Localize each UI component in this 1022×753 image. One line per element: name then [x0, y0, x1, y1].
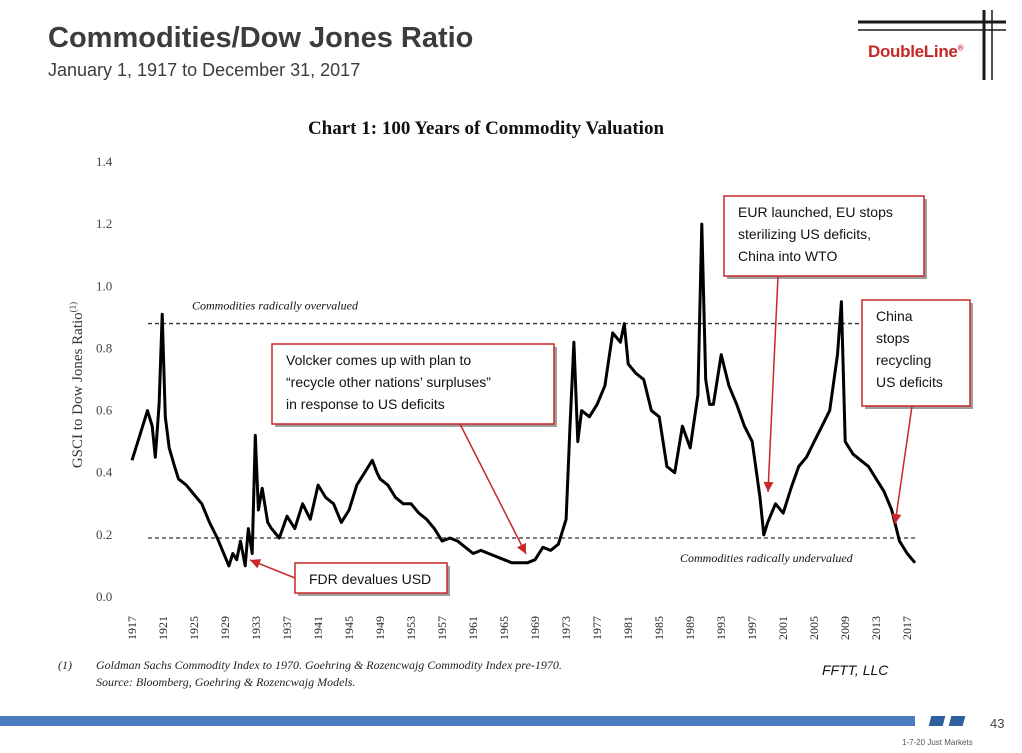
- annotation-arrowhead: [763, 481, 774, 492]
- annotation-text: China into WTO: [738, 248, 837, 264]
- annotation-box: [271, 343, 555, 425]
- page-subtitle: January 1, 1917 to December 31, 2017: [48, 60, 361, 80]
- annotation-text: EUR launched, EU stops: [738, 204, 893, 220]
- y-tick-label: 0.4: [96, 465, 113, 480]
- y-tick-label: 0.2: [96, 527, 112, 542]
- x-tick-label: 1969: [528, 616, 542, 640]
- annotation-text: “recycle other nations’ surpluses”: [286, 374, 491, 390]
- x-tick-label: 1917: [125, 616, 139, 640]
- annotation-text: China: [876, 308, 913, 324]
- x-tick-label: 1933: [249, 616, 263, 640]
- y-tick-label: 1.0: [96, 278, 112, 293]
- page-number: 43: [990, 716, 1005, 731]
- footer-bar: [0, 716, 915, 726]
- x-tick-label: 2009: [838, 616, 852, 640]
- x-tick-label: 1921: [156, 616, 170, 640]
- doubleline-logo-mark: [858, 10, 1006, 80]
- annotation-box: [723, 195, 925, 277]
- chart-credit: FFTT, LLC: [822, 662, 889, 678]
- annotation: China stops recycling US deficits: [861, 299, 973, 525]
- x-tick-label: 1929: [218, 616, 232, 640]
- x-tick-label: 1957: [435, 616, 449, 640]
- y-axis-label: GSCI to Dow Jones Ratio(1): [68, 302, 86, 468]
- x-tick-label: 2017: [900, 616, 914, 640]
- annotation-text: stops: [876, 330, 909, 346]
- x-tick-label: 1965: [497, 616, 511, 640]
- x-tick-label: 1973: [559, 616, 573, 640]
- reference-line-label: Commodities radically overvalued: [192, 299, 359, 313]
- annotation: EUR launched, EU stops sterilizing US def…: [723, 195, 927, 493]
- x-tick-label: 1945: [342, 616, 356, 640]
- y-tick-label: 1.4: [96, 154, 113, 169]
- x-tick-label: 1937: [280, 616, 294, 640]
- x-tick-label: 1993: [714, 616, 728, 640]
- reference-line-label: Commodities radically undervalued: [680, 551, 854, 565]
- y-tick-label: 0.0: [96, 589, 112, 604]
- annotation-text: recycling: [876, 352, 931, 368]
- annotation-text: US deficits: [876, 374, 943, 390]
- annotation-text: sterilizing US deficits,: [738, 226, 871, 242]
- footer-note: 1-7-20 Just Markets: [902, 738, 973, 747]
- y-tick-label: 1.2: [96, 216, 112, 231]
- x-tick-label: 1985: [652, 616, 666, 640]
- annotation-arrow: [767, 275, 779, 493]
- footer-square-1: [928, 716, 946, 726]
- annotation-arrowhead: [891, 513, 902, 524]
- x-tick-label: 1977: [590, 616, 604, 640]
- x-tick-label: 2001: [776, 616, 790, 640]
- footer-square-2: [948, 716, 966, 726]
- x-tick-label: 1981: [621, 616, 635, 640]
- x-tick-label: 1997: [745, 616, 759, 640]
- x-tick-label: 1961: [466, 616, 480, 640]
- y-tick-label: 0.8: [96, 340, 112, 355]
- chart-title: Chart 1: 100 Years of Commodity Valuatio…: [308, 118, 665, 139]
- footnote-line-1: Goldman Sachs Commodity Index to 1970. G…: [96, 658, 562, 672]
- footnote-marker: (1): [58, 658, 72, 672]
- x-tick-label: 1949: [373, 616, 387, 640]
- annotation-box: [861, 299, 971, 407]
- footnote-line-2: Source: Bloomberg, Goehring & Rozencwajg…: [96, 675, 356, 689]
- annotation-text: Volcker comes up with plan to: [286, 352, 471, 368]
- x-tick-label: 1941: [311, 616, 325, 640]
- doubleline-logo-text: DoubleLine®: [868, 42, 964, 61]
- annotation-arrowhead: [517, 542, 526, 554]
- x-tick-label: 2013: [869, 616, 883, 640]
- annotation: Volcker comes up with plan to “recycle ot…: [271, 343, 557, 555]
- annotation-arrowhead: [250, 559, 262, 569]
- annotation-arrow: [894, 405, 913, 525]
- x-tick-label: 1925: [187, 616, 201, 640]
- annotation-arrow: [459, 423, 527, 555]
- x-tick-label: 2005: [807, 616, 821, 640]
- x-tick-label: 1953: [404, 616, 418, 640]
- y-tick-label: 0.6: [96, 403, 113, 418]
- annotation-text: in response to US deficits: [286, 396, 445, 412]
- page-title: Commodities/Dow Jones Ratio: [48, 22, 474, 54]
- series-line: [130, 222, 917, 568]
- x-tick-label: 1989: [683, 616, 697, 640]
- annotation-text: FDR devalues USD: [309, 571, 431, 587]
- annotation: FDR devalues USD: [249, 559, 450, 596]
- annotation-box: [294, 562, 448, 594]
